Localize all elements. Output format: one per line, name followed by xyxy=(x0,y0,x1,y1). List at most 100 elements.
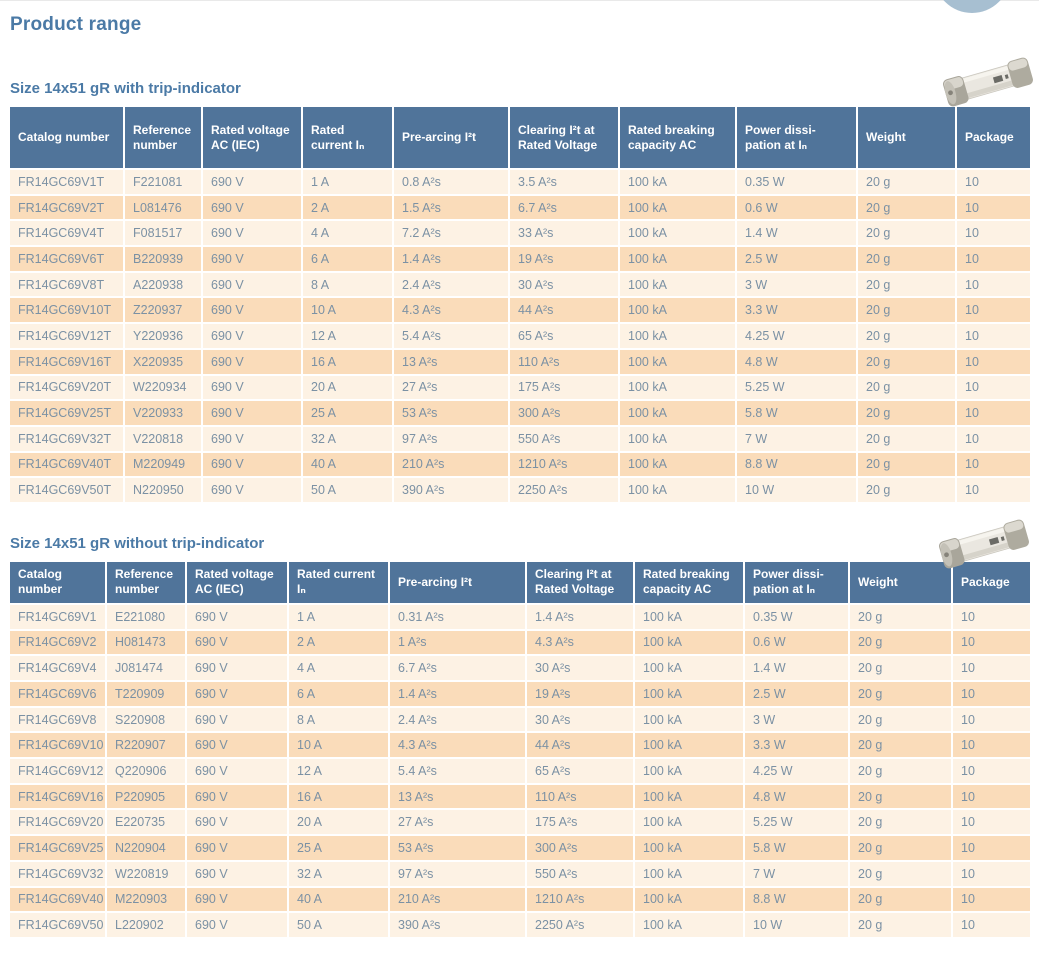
cell-clearing-i2t: 19 A²s xyxy=(510,247,620,273)
cell-rated-voltage-ac: 690 V xyxy=(203,170,303,196)
cell-reference-number: E221080 xyxy=(107,604,187,631)
cell-package: 10 xyxy=(953,836,1030,862)
cell-catalog-number: FR14GC69V2 xyxy=(10,630,107,657)
cell-rated-current: 4 A xyxy=(289,656,390,682)
cell-pre-arcing-i2t: 97 A²s xyxy=(394,426,510,453)
cell-package: 10 xyxy=(957,170,1030,196)
cell-rated-current: 1 A xyxy=(303,170,394,196)
cell-package: 10 xyxy=(957,401,1030,427)
cell-catalog-number: FR14GC69V4 xyxy=(10,656,107,682)
cell-power-dissipation: 4.25 W xyxy=(745,759,850,785)
cell-rated-breaking-capacity: 100 kA xyxy=(620,324,737,350)
column-header-weight: Weight xyxy=(850,561,953,605)
cell-pre-arcing-i2t: 53 A²s xyxy=(390,836,527,862)
cell-clearing-i2t: 33 A²s xyxy=(510,221,620,248)
cell-rated-breaking-capacity: 100 kA xyxy=(620,272,737,299)
cell-catalog-number: FR14GC69V25 xyxy=(10,836,107,862)
cell-clearing-i2t: 550 A²s xyxy=(527,861,635,888)
table-row: FR14GC69V50T N220950 690 V 50 A 390 A²s 2250 … xyxy=(10,478,1030,504)
table-row: FR14GC69V10 R220907 690 V 10 A 4.3 A²s 44 A²s… xyxy=(10,733,1030,760)
cell-rated-breaking-capacity: 100 kA xyxy=(635,810,745,837)
cell-weight: 20 g xyxy=(858,478,957,504)
cell-rated-current: 12 A xyxy=(303,324,394,350)
column-header-rated-current: Rated current Iₙ xyxy=(303,107,394,170)
cell-pre-arcing-i2t: 13 A²s xyxy=(394,349,510,376)
cell-rated-voltage-ac: 690 V xyxy=(187,656,289,682)
cell-rated-voltage-ac: 690 V xyxy=(203,195,303,222)
cell-reference-number: N220950 xyxy=(125,478,203,504)
cell-reference-number: M220949 xyxy=(125,452,203,479)
cell-package: 10 xyxy=(953,759,1030,785)
cell-rated-voltage-ac: 690 V xyxy=(203,272,303,299)
cell-power-dissipation: 3 W xyxy=(737,272,858,299)
section-heading-with-trip-indicator: Size 14x51 gR with trip-indicator xyxy=(10,80,241,97)
cell-catalog-number: FR14GC69V1 xyxy=(10,604,107,631)
cell-weight: 20 g xyxy=(858,195,957,222)
table-row: FR14GC69V16T X220935 690 V 16 A 13 A²s 110 A²… xyxy=(10,349,1030,376)
cell-clearing-i2t: 300 A²s xyxy=(527,836,635,862)
cell-pre-arcing-i2t: 6.7 A²s xyxy=(390,656,527,682)
cell-clearing-i2t: 44 A²s xyxy=(527,733,635,760)
cell-weight: 20 g xyxy=(850,630,953,657)
cell-power-dissipation: 0.6 W xyxy=(745,630,850,657)
cell-power-dissipation: 4.8 W xyxy=(745,784,850,811)
fuse-photo xyxy=(939,519,1029,569)
cell-power-dissipation: 2.5 W xyxy=(737,247,858,273)
cell-clearing-i2t: 110 A²s xyxy=(527,784,635,811)
cell-weight: 20 g xyxy=(858,272,957,299)
cell-package: 10 xyxy=(957,452,1030,479)
cell-rated-breaking-capacity: 100 kA xyxy=(620,426,737,453)
cell-reference-number: X220935 xyxy=(125,349,203,376)
cell-catalog-number: FR14GC69V40T xyxy=(10,452,125,479)
cell-weight: 20 g xyxy=(858,170,957,196)
cell-package: 10 xyxy=(957,247,1030,273)
cell-rated-current: 16 A xyxy=(303,349,394,376)
cell-weight: 20 g xyxy=(850,682,953,708)
cell-rated-breaking-capacity: 100 kA xyxy=(620,401,737,427)
cell-rated-current: 8 A xyxy=(289,707,390,734)
cell-pre-arcing-i2t: 0.8 A²s xyxy=(394,170,510,196)
cell-rated-breaking-capacity: 100 kA xyxy=(635,861,745,888)
cell-rated-voltage-ac: 690 V xyxy=(187,861,289,888)
cell-rated-breaking-capacity: 100 kA xyxy=(635,656,745,682)
table-row: FR14GC69V32 W220819 690 V 32 A 97 A²s 550 A²s… xyxy=(10,861,1030,888)
cell-rated-current: 1 A xyxy=(289,604,390,631)
column-header-clearing-i2t: Clearing I²t at Rated Voltage xyxy=(527,561,635,605)
cell-rated-voltage-ac: 690 V xyxy=(187,810,289,837)
cell-rated-breaking-capacity: 100 kA xyxy=(635,759,745,785)
cell-clearing-i2t: 30 A²s xyxy=(510,272,620,299)
cell-pre-arcing-i2t: 4.3 A²s xyxy=(394,298,510,325)
column-header-package: Package xyxy=(957,107,1030,170)
cell-reference-number: B220939 xyxy=(125,247,203,273)
cell-pre-arcing-i2t: 97 A²s xyxy=(390,861,527,888)
cell-rated-breaking-capacity: 100 kA xyxy=(635,630,745,657)
cell-package: 10 xyxy=(957,426,1030,453)
cell-power-dissipation: 0.6 W xyxy=(737,195,858,222)
table-header: Catalog number Reference number Rated volt… xyxy=(10,561,1030,605)
column-header-rated-voltage-ac: Rated voltage AC (IEC) xyxy=(187,561,289,605)
cell-package: 10 xyxy=(957,478,1030,504)
cell-power-dissipation: 5.8 W xyxy=(737,401,858,427)
cell-pre-arcing-i2t: 390 A²s xyxy=(390,913,527,939)
cell-pre-arcing-i2t: 210 A²s xyxy=(390,887,527,914)
cell-clearing-i2t: 19 A²s xyxy=(527,682,635,708)
cell-pre-arcing-i2t: 1.4 A²s xyxy=(394,247,510,273)
table-row: FR14GC69V12T Y220936 690 V 12 A 5.4 A²s 65 A²… xyxy=(10,324,1030,350)
cell-power-dissipation: 3 W xyxy=(745,707,850,734)
cell-rated-current: 32 A xyxy=(289,861,390,888)
cell-weight: 20 g xyxy=(850,759,953,785)
cell-rated-voltage-ac: 690 V xyxy=(187,733,289,760)
cell-rated-current: 20 A xyxy=(289,810,390,837)
table-row: FR14GC69V25T V220933 690 V 25 A 53 A²s 300 A²… xyxy=(10,401,1030,427)
cell-weight: 20 g xyxy=(858,349,957,376)
cell-reference-number: F081517 xyxy=(125,221,203,248)
cell-clearing-i2t: 3.5 A²s xyxy=(510,170,620,196)
cell-reference-number: P220905 xyxy=(107,784,187,811)
